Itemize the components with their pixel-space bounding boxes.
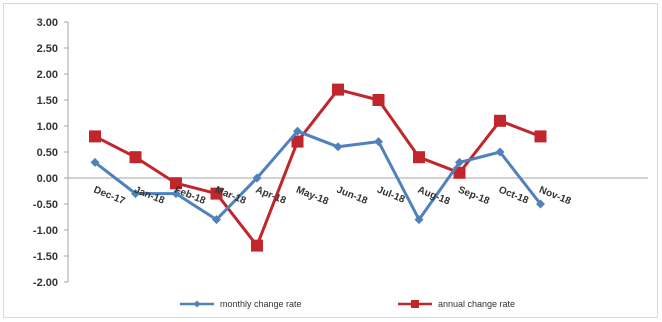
x-tick-label: Apr-18 xyxy=(254,185,288,207)
x-tick-label: Aug-18 xyxy=(416,185,452,208)
data-point xyxy=(170,177,182,190)
data-point xyxy=(210,187,223,200)
x-tick-label: Sep-18 xyxy=(456,185,491,208)
y-tick-label: 2.00 xyxy=(37,69,58,81)
legend-marker xyxy=(411,300,419,308)
data-point xyxy=(251,239,263,252)
legend: monthly change rate annual change rate xyxy=(180,299,515,309)
data-point xyxy=(293,126,302,136)
chart-frame xyxy=(3,3,658,318)
data-point xyxy=(534,130,547,143)
data-point xyxy=(455,157,464,167)
series-layer xyxy=(89,83,547,252)
data-point xyxy=(252,173,262,183)
data-point xyxy=(494,114,506,127)
y-tick-label: -1.00 xyxy=(33,225,58,237)
y-tick-label: 1.00 xyxy=(37,121,58,133)
series-1 xyxy=(89,83,547,252)
y-tick-label: 0.00 xyxy=(37,173,58,185)
data-point xyxy=(291,135,304,148)
data-point xyxy=(90,157,100,167)
x-tick-label: Oct-18 xyxy=(497,185,530,207)
y-tick-label: -2.00 xyxy=(33,277,58,289)
x-tick-label: Jan-18 xyxy=(132,185,166,207)
y-tick-label: -0.50 xyxy=(33,199,58,211)
data-point xyxy=(171,189,181,199)
data-point xyxy=(495,147,505,157)
legend-label: monthly change rate xyxy=(220,299,302,309)
data-point xyxy=(536,199,545,209)
x-tick-label: Jun-18 xyxy=(335,185,369,207)
series-line xyxy=(94,88,542,248)
legend-item-0: monthly change rate xyxy=(180,299,302,309)
legend-label: annual change rate xyxy=(438,299,515,309)
data-point xyxy=(413,151,425,164)
y-tick-label: 2.50 xyxy=(37,43,58,55)
data-point xyxy=(453,166,466,179)
y-tick-label: 3.00 xyxy=(37,17,58,29)
data-point xyxy=(333,142,343,152)
data-point xyxy=(374,137,383,147)
data-point xyxy=(89,130,101,143)
data-point xyxy=(131,189,140,199)
data-point xyxy=(414,215,424,225)
data-point xyxy=(212,215,221,225)
data-point xyxy=(332,83,344,96)
y-axis: 3.00 2.50 2.00 1.50 1.00 0.50 0.00 -0.50 -1.00 -1… xyxy=(33,17,69,289)
series-0 xyxy=(90,126,545,225)
x-tick-label: Dec-17 xyxy=(92,185,127,208)
x-tick-labels: Dec-17 Jan-18 Feb-18 Mar-18 Apr-18 May-18 Jun-… xyxy=(92,185,573,208)
y-tick-label: -1.50 xyxy=(33,251,58,263)
x-tick-label: May-18 xyxy=(294,185,330,208)
y-tick-label: 1.50 xyxy=(37,95,58,107)
data-point xyxy=(372,94,385,106)
legend-item-1: annual change rate xyxy=(398,299,515,309)
data-point xyxy=(129,151,142,164)
y-tick-label: 0.50 xyxy=(37,147,58,159)
series-line xyxy=(94,129,542,222)
legend-marker xyxy=(193,300,201,308)
